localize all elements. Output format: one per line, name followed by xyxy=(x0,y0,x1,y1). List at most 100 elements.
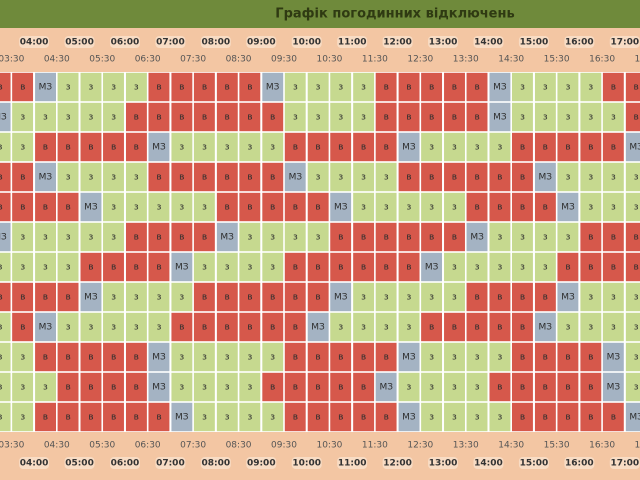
cell xyxy=(512,342,534,372)
cell xyxy=(580,192,602,222)
cell xyxy=(262,192,284,222)
hour-pill xyxy=(564,457,595,469)
cell-label: з xyxy=(407,323,412,333)
half-hour-label: 04:30 xyxy=(44,441,70,451)
cell xyxy=(262,372,284,402)
cell xyxy=(125,342,147,372)
cell xyxy=(284,312,306,342)
cell xyxy=(216,162,238,192)
cell-label: в xyxy=(406,83,411,93)
cell xyxy=(103,222,125,252)
cell-label: в xyxy=(315,293,320,303)
cell-label: з xyxy=(588,113,593,123)
cell-label: з xyxy=(611,113,616,123)
cell xyxy=(216,282,238,312)
cell xyxy=(216,342,238,372)
cell-label: в xyxy=(406,233,411,243)
half-hour-label: 04:30 xyxy=(44,55,70,65)
cell xyxy=(216,222,238,252)
cell-label: з xyxy=(20,113,25,123)
cell-label: в xyxy=(179,173,184,183)
cell-label: з xyxy=(225,353,230,363)
cell xyxy=(0,252,11,282)
cell-label: з xyxy=(20,143,25,153)
cell xyxy=(262,252,284,282)
cell xyxy=(57,282,79,312)
cell xyxy=(193,132,216,162)
cell xyxy=(602,282,624,312)
cell-label: з xyxy=(475,143,480,153)
cell xyxy=(443,222,465,252)
cell xyxy=(57,102,79,132)
cell xyxy=(352,72,375,102)
cell-label: з xyxy=(611,173,616,183)
cell xyxy=(466,312,488,342)
cell xyxy=(557,342,579,372)
cell xyxy=(602,402,624,432)
half-hour-label: 13:30 xyxy=(453,55,479,65)
cell-label: в xyxy=(0,83,3,93)
cell-label: в xyxy=(474,113,479,123)
cell-label: з xyxy=(588,83,593,93)
cell xyxy=(103,342,125,372)
cell xyxy=(284,132,306,162)
cell-label: з xyxy=(20,233,25,243)
cell-label: в xyxy=(520,413,525,423)
cell xyxy=(330,282,352,312)
cell-label: з xyxy=(157,203,162,213)
half-hour-label: 15:30 xyxy=(544,441,570,451)
cell-label: з xyxy=(179,203,184,213)
cell-label: МЗ xyxy=(152,143,166,153)
hour-pill xyxy=(564,36,595,48)
cell-label: в xyxy=(634,263,639,273)
cell-label: з xyxy=(634,203,639,213)
cell-label: з xyxy=(634,323,639,333)
cell xyxy=(375,312,397,342)
cell xyxy=(602,342,624,372)
cell xyxy=(443,402,465,432)
cell xyxy=(284,402,306,432)
cell-label: з xyxy=(611,203,616,213)
cell xyxy=(489,402,511,432)
cell xyxy=(12,342,34,372)
cell xyxy=(330,372,352,402)
cell xyxy=(330,312,352,342)
cell xyxy=(443,162,465,192)
cell xyxy=(103,402,125,432)
hour-pill xyxy=(518,457,549,469)
cell xyxy=(239,72,261,102)
half-hour-label: 12:30 xyxy=(407,55,433,65)
cell-label: з xyxy=(202,203,207,213)
half-hour-label: 05:30 xyxy=(89,441,115,451)
cell-label: з xyxy=(179,383,184,393)
cell-label: в xyxy=(634,83,639,93)
cell-label: в xyxy=(156,173,161,183)
cell-label: з xyxy=(202,143,207,153)
cell-label: в xyxy=(202,233,207,243)
cell xyxy=(34,192,56,222)
cell-label: в xyxy=(338,413,343,423)
cell xyxy=(80,132,102,162)
cell xyxy=(103,312,125,342)
cell-label: з xyxy=(270,233,275,243)
cell-label: МЗ xyxy=(84,293,98,303)
cell-label: з xyxy=(157,323,162,333)
cell xyxy=(239,342,261,372)
cell-label: МЗ xyxy=(493,83,507,93)
cell-label: в xyxy=(474,173,479,183)
cell-label: з xyxy=(429,203,434,213)
cell-label: з xyxy=(475,383,480,393)
cell-label: з xyxy=(0,323,3,333)
cell xyxy=(352,282,375,312)
cell xyxy=(125,132,147,162)
cell xyxy=(148,252,170,282)
cell-label: в xyxy=(588,413,593,423)
cell xyxy=(580,402,602,432)
cell-label: з xyxy=(497,263,502,273)
cell xyxy=(262,162,284,192)
cell xyxy=(80,252,102,282)
cell-label: в xyxy=(293,293,298,303)
cell xyxy=(625,252,640,282)
half-hour-label: 10:30 xyxy=(316,441,342,451)
half-hour-label: 06:30 xyxy=(135,441,161,451)
